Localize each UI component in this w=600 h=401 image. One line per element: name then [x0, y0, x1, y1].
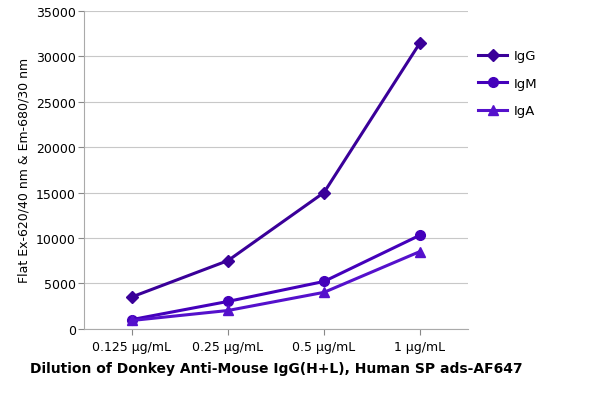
IgM — [416, 233, 424, 238]
Line: IgG: IgG — [128, 40, 424, 301]
IgM — [320, 279, 328, 284]
IgG — [320, 190, 328, 195]
IgA — [128, 318, 136, 323]
IgG — [128, 295, 136, 300]
IgG — [416, 41, 424, 46]
Y-axis label: Flat Ex-620/40 nm & Em-680/30 nm: Flat Ex-620/40 nm & Em-680/30 nm — [17, 58, 30, 283]
IgM — [128, 317, 136, 322]
IgA — [224, 308, 232, 313]
Line: IgA: IgA — [127, 247, 425, 326]
Legend: IgG, IgM, IgA: IgG, IgM, IgA — [478, 50, 538, 118]
IgG — [224, 259, 232, 263]
IgA — [416, 249, 424, 254]
Line: IgM: IgM — [127, 231, 425, 325]
IgA — [320, 290, 328, 295]
IgM — [224, 299, 232, 304]
X-axis label: Dilution of Donkey Anti-Mouse IgG(H+L), Human SP ads-AF647: Dilution of Donkey Anti-Mouse IgG(H+L), … — [29, 361, 523, 375]
